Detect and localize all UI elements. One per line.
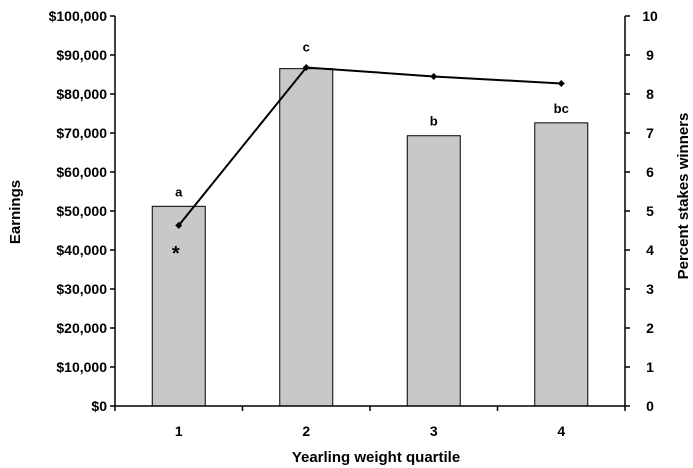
y2-tick-label: 2 <box>646 320 654 336</box>
y2-tick-label: 10 <box>642 8 658 24</box>
y-tick-label: $80,000 <box>56 86 107 102</box>
line-point-marker <box>175 221 183 229</box>
bar <box>279 68 334 407</box>
y-tick-label: $30,000 <box>56 281 107 297</box>
bar <box>534 122 589 407</box>
x-tick-label: 4 <box>557 423 565 439</box>
x-tick-label: 1 <box>175 423 183 439</box>
y2-tick-label: 4 <box>646 242 654 258</box>
line-series-layer <box>175 63 565 229</box>
y-tick-label: $0 <box>91 398 107 414</box>
bar-significance-label: b <box>430 114 438 129</box>
bar-significance-label: bc <box>554 101 569 116</box>
y-tick-label: $100,000 <box>49 8 108 24</box>
y-tick-label: $60,000 <box>56 164 107 180</box>
y-tick-label: $20,000 <box>56 320 107 336</box>
y2-tick-label: 5 <box>646 203 654 219</box>
y-tick-label: $10,000 <box>56 359 107 375</box>
y2-tick-label: 6 <box>646 164 654 180</box>
y2-tick-label: 0 <box>646 398 654 414</box>
x-tick-label: 2 <box>302 423 310 439</box>
line-series-path <box>177 66 562 227</box>
x-tick-label: 3 <box>430 423 438 439</box>
bar <box>406 135 461 407</box>
y2-axis-title: Percent stakes winners <box>675 113 692 280</box>
ticks-layer: $0 $10,000 $20,000 $30,000 $40,000 $50,000 $60… <box>49 8 658 439</box>
labels-layer: a b bc c * <box>172 39 569 265</box>
y2-tick-label: 9 <box>646 47 654 63</box>
significance-asterisk: * <box>172 243 180 265</box>
bars-layer <box>151 68 589 407</box>
line-significance-label: c <box>303 39 310 54</box>
line-point-marker <box>302 63 310 71</box>
y-axis-title: Earnings <box>7 180 24 244</box>
bar-significance-label: a <box>175 184 183 199</box>
y2-tick-label: 7 <box>646 125 654 141</box>
y2-tick-label: 8 <box>646 86 654 102</box>
line-point-marker <box>430 72 438 80</box>
y2-tick-label: 1 <box>646 359 654 375</box>
line-point-marker <box>557 79 565 87</box>
x-axis-title: Yearling weight quartile <box>292 449 460 466</box>
y-tick-label: $50,000 <box>56 203 107 219</box>
y2-tick-label: 3 <box>646 281 654 297</box>
bar <box>151 205 206 407</box>
y-tick-label: $90,000 <box>56 47 107 63</box>
y-tick-label: $70,000 <box>56 125 107 141</box>
y-tick-label: $40,000 <box>56 242 107 258</box>
